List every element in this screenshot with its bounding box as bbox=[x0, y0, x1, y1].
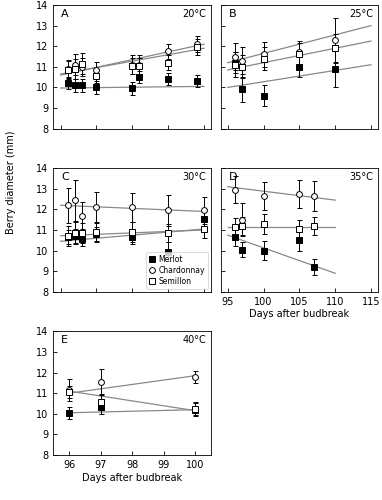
Text: 40°C: 40°C bbox=[183, 335, 206, 345]
Text: E: E bbox=[62, 335, 68, 345]
Text: 30°C: 30°C bbox=[183, 172, 206, 182]
Text: 35°C: 35°C bbox=[350, 172, 374, 182]
Text: 20°C: 20°C bbox=[183, 8, 206, 18]
Text: Berry diameter (mm): Berry diameter (mm) bbox=[6, 130, 16, 234]
X-axis label: Days after budbreak: Days after budbreak bbox=[249, 310, 350, 320]
Text: B: B bbox=[228, 8, 236, 18]
Text: D: D bbox=[228, 172, 237, 182]
Legend: Merlot, Chardonnay, Semillon: Merlot, Chardonnay, Semillon bbox=[146, 252, 208, 289]
Text: 25°C: 25°C bbox=[350, 8, 374, 18]
Text: A: A bbox=[62, 8, 69, 18]
X-axis label: Days after budbreak: Days after budbreak bbox=[82, 472, 182, 482]
Text: C: C bbox=[62, 172, 69, 182]
